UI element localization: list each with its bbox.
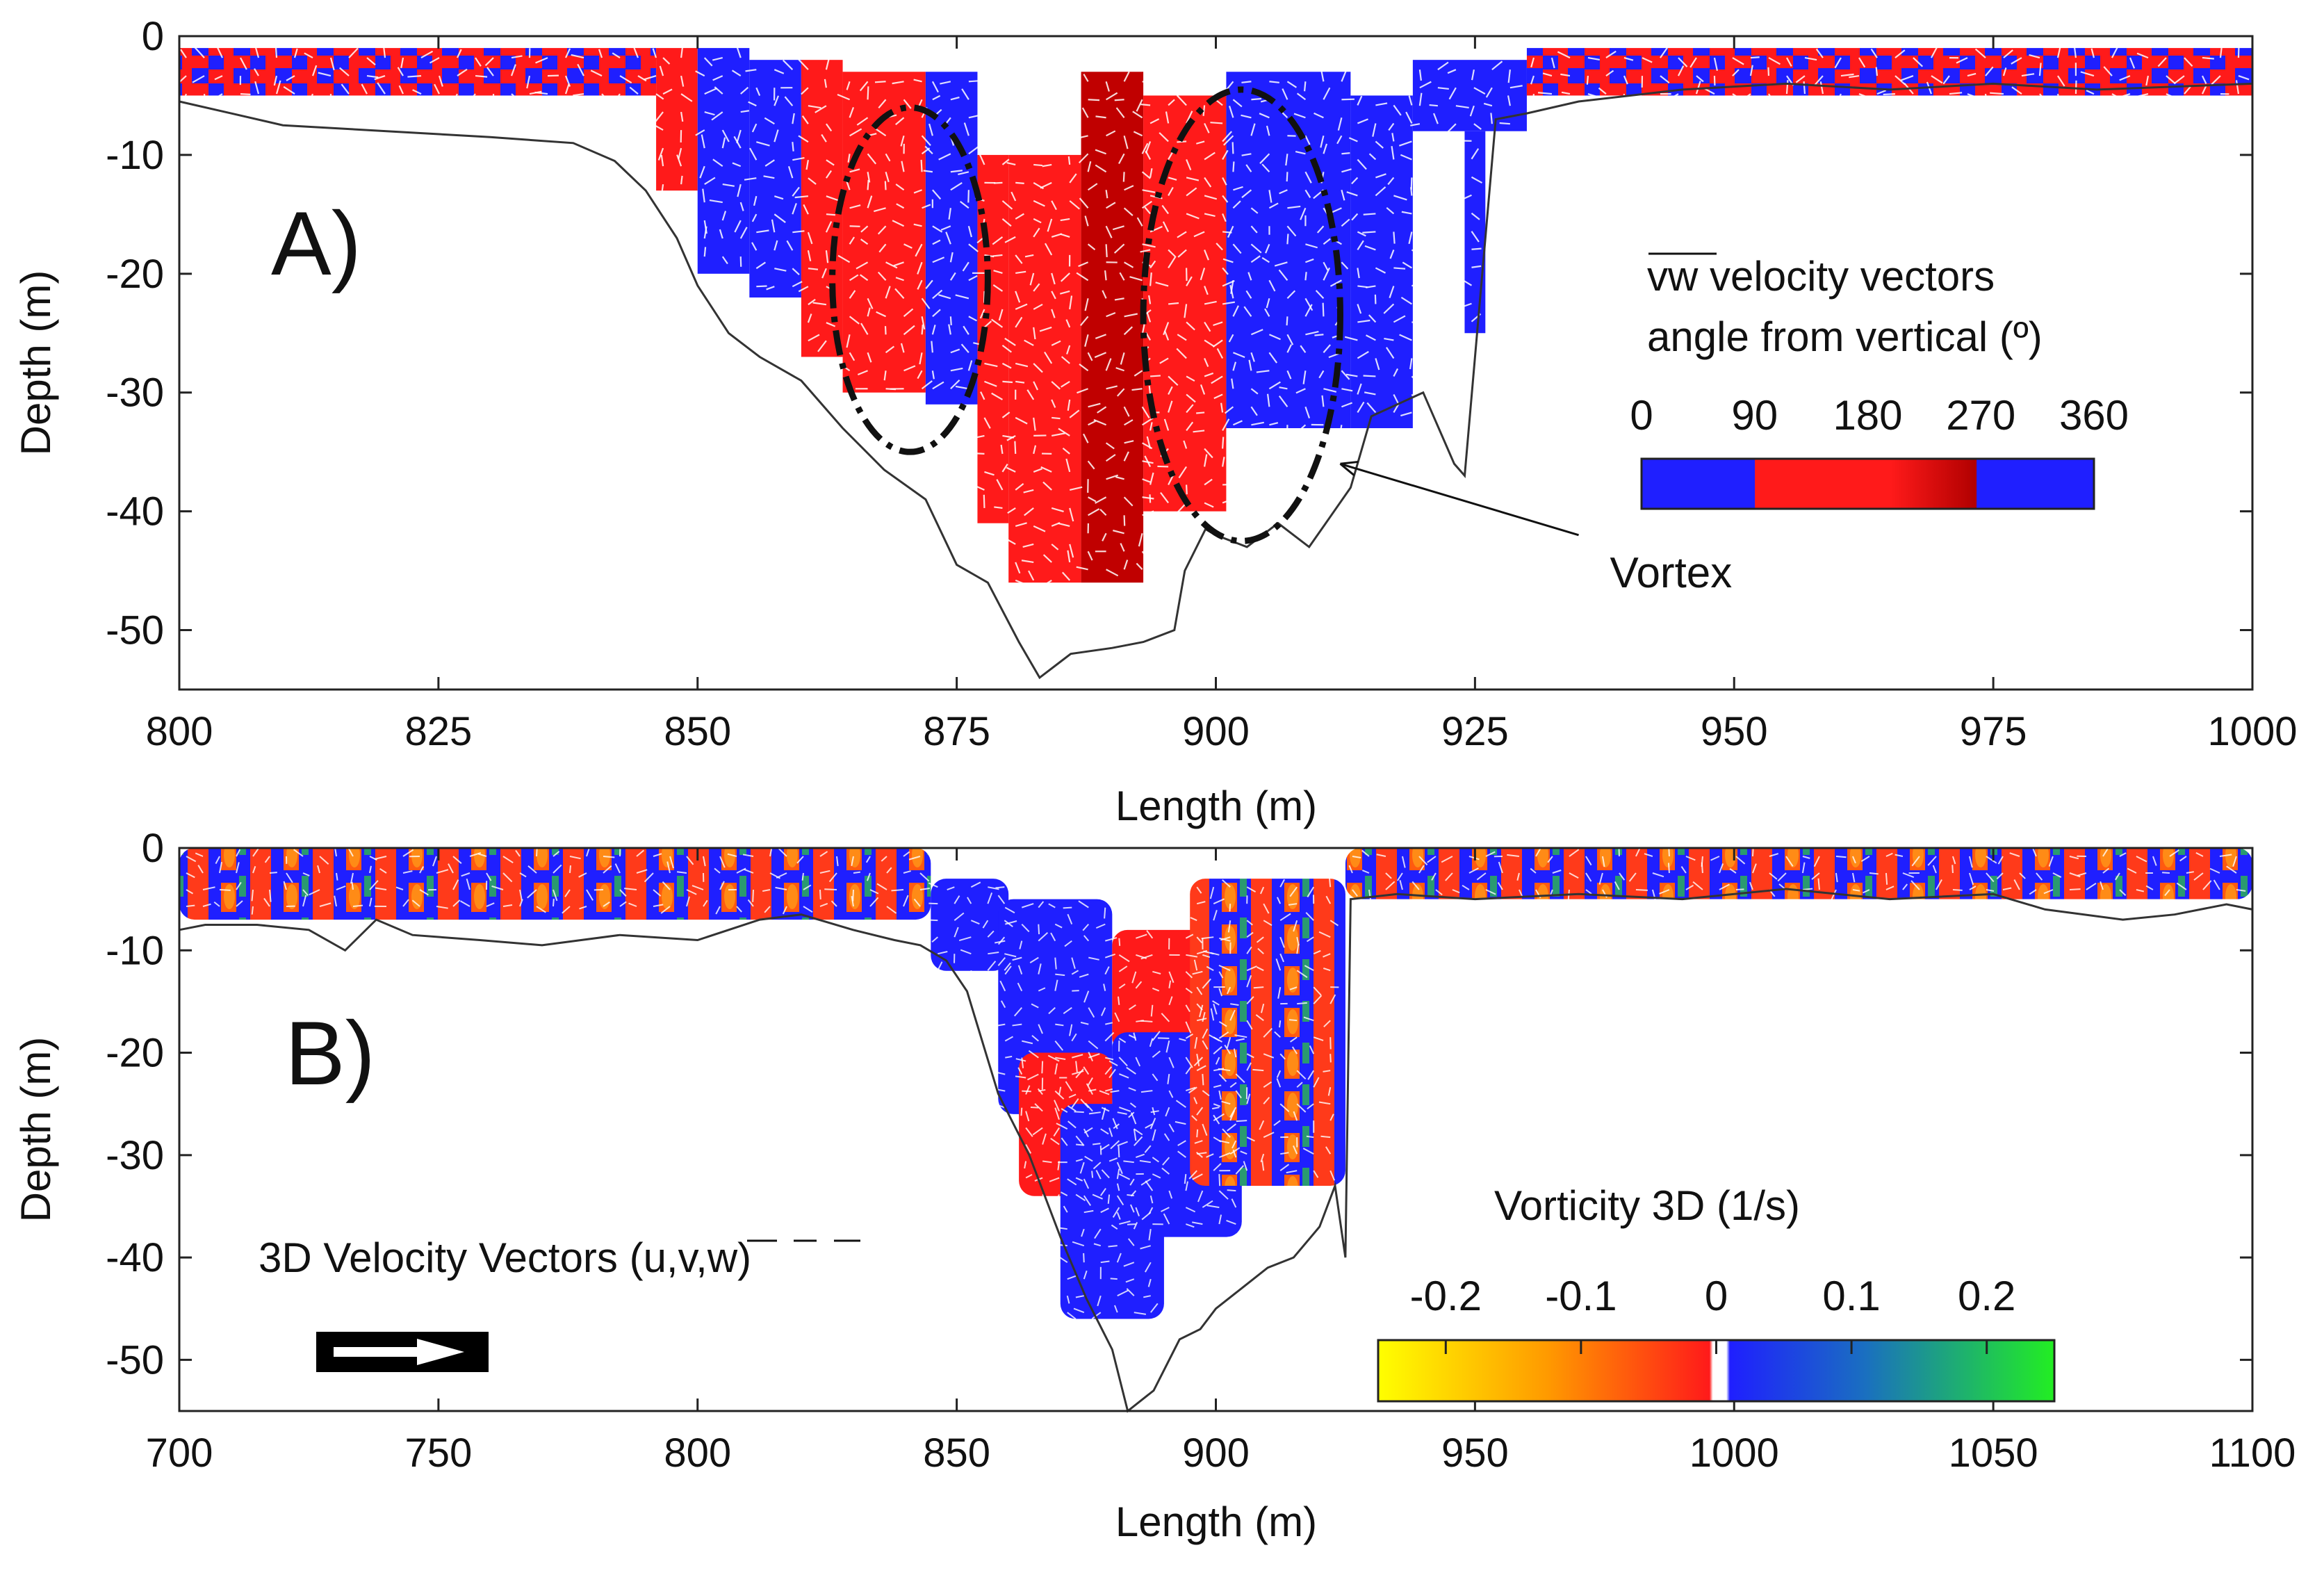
angle-patch [1008, 154, 1081, 583]
colorbar-a-tick-labels: 0 90 180 270 360 [1630, 392, 2129, 439]
b-y-tick-label: -30 [106, 1133, 164, 1178]
colorbar-b-tick-label: 0 [1705, 1273, 1728, 1319]
vorticity-patch [179, 848, 931, 920]
panel-a-angle-patches [179, 48, 2252, 583]
b-x-tick-label: 850 [923, 1430, 990, 1476]
colorbar-a-tick-label: 360 [2059, 392, 2129, 439]
b-x-tick-label: 700 [146, 1430, 213, 1476]
angle-patch [1412, 60, 1527, 131]
panel-b-colorbar: Vorticity 3D (1/s) -0.2 -0.1 0 0.1 0.2 [1377, 1182, 2056, 1403]
a-y-tick-label: -20 [106, 252, 164, 297]
angle-patch [656, 48, 698, 191]
reference-arrow-icon [316, 1332, 489, 1372]
vortex-ellipse [829, 104, 991, 455]
colorbar-b-tick-label: 0.1 [1822, 1273, 1880, 1319]
b-y-tick-label: -20 [106, 1031, 164, 1076]
b-y-tick-label: -40 [106, 1235, 164, 1280]
panel-b-y-label: Depth (m) [13, 1037, 59, 1223]
panel-b-vector-field [186, 848, 2246, 1320]
colorbar-b-title: Vorticity 3D (1/s) [1494, 1182, 1800, 1229]
colorbar-a-title-line1: vw velocity vectors [1647, 253, 1995, 300]
a-x-tick-label: 1000 [2207, 709, 2297, 754]
colorbar-b-tick-label: 0.2 [1958, 1273, 2015, 1319]
a-x-tick-label: 900 [1182, 709, 1250, 754]
colorbar-a-bar [1640, 457, 2095, 510]
angle-patch [842, 72, 926, 393]
a-y-tick-label: -10 [106, 133, 164, 178]
angle-patch [697, 48, 750, 274]
panel-a-y-ticks: 0 -10 -20 -30 -40 -50 [106, 14, 2252, 653]
b-x-tick-label: 750 [404, 1430, 472, 1476]
panel-a-label: A) [271, 193, 361, 294]
panel-a-vector-field [179, 44, 2250, 589]
colorbar-a-tick-label: 0 [1630, 392, 1653, 439]
b-x-tick-label: 950 [1441, 1430, 1509, 1476]
angle-patch [1226, 72, 1351, 429]
b-x-tick-label: 1050 [1949, 1430, 2038, 1476]
b-y-tick-label: -50 [106, 1337, 164, 1383]
a-x-tick-label: 800 [146, 709, 213, 754]
vorticity-patch [931, 879, 1009, 971]
angle-patch [1081, 72, 1144, 583]
panel-a-x-ticks: 800 825 850 875 900 925 950 975 1000 [146, 36, 2298, 754]
panel-b-label: B) [285, 1002, 375, 1104]
colorbar-b-tick-label: -0.1 [1545, 1273, 1617, 1319]
a-x-tick-label: 925 [1441, 709, 1509, 754]
panel-a-y-label: Depth (m) [13, 270, 59, 456]
angle-patch [1350, 95, 1413, 429]
a-x-tick-label: 875 [923, 709, 990, 754]
b-x-tick-label: 1000 [1689, 1430, 1779, 1476]
colorbar-b-tick-labels: -0.2 -0.1 0 0.1 0.2 [1410, 1273, 2016, 1319]
angle-patch [749, 60, 801, 297]
colorbar-a-tick-label: 180 [1833, 392, 1902, 439]
a-y-tick-label: -30 [106, 370, 164, 416]
colorbar-b-tick-label: -0.2 [1410, 1273, 1482, 1319]
a-y-tick-label: -40 [106, 489, 164, 535]
angle-patch [1464, 131, 1486, 334]
a-y-tick-label: 0 [142, 14, 164, 59]
panel-b-legend: 3D Velocity Vectors (u,v,w) [259, 1234, 860, 1372]
b-x-tick-label: 800 [664, 1430, 731, 1476]
panel-b-y-ticks: 0 -10 -20 -30 -40 -50 [106, 826, 2252, 1383]
colorbar-a-tick-label: 270 [1946, 392, 2015, 439]
a-y-tick-label: -50 [106, 608, 164, 653]
angle-patch [179, 48, 657, 96]
a-x-tick-label: 975 [1960, 709, 2027, 754]
angle-patch [1143, 95, 1227, 512]
panel-b-x-label: Length (m) [1115, 1499, 1317, 1545]
panel-a-annotations: Vortex [829, 86, 1733, 597]
b-y-tick-label: -10 [106, 928, 164, 973]
a-x-tick-label: 825 [404, 709, 472, 754]
b-x-tick-label: 1100 [2209, 1430, 2296, 1476]
a-x-tick-label: 850 [664, 709, 731, 754]
b-y-tick-label: 0 [142, 826, 164, 871]
vorticity-patch [1345, 848, 2252, 899]
a-x-tick-label: 950 [1701, 709, 1768, 754]
colorbar-a-tick-label: 90 [1731, 392, 1778, 439]
b-x-tick-label: 900 [1182, 1430, 1250, 1476]
panel-b-x-ticks: 700 750 800 850 900 950 1000 1050 1100 [146, 848, 2296, 1476]
panel-a-colorbar: vw velocity vectors angle from vertical … [1630, 252, 2129, 510]
panel-a-x-label: Length (m) [1115, 783, 1317, 829]
panel-a: Vortex 800 825 850 875 900 925 950 975 1000 0-10… [13, 14, 2298, 829]
colorbar-b-bar [1377, 1339, 2056, 1403]
vortex-label: Vortex [1610, 549, 1733, 597]
vortex-ellipse [1140, 86, 1343, 544]
colorbar-a-title-line2: angle from vertical (º) [1647, 313, 2043, 360]
angle-patch [925, 72, 978, 405]
colorbar-b-ticks [1444, 1340, 1988, 1354]
panel-a-bed-profile [179, 82, 2253, 680]
panel-b: 700 750 800 850 900 950 1000 1050 1100 0 -10 -20 -3… [13, 826, 2296, 1545]
legend-velocity-text: 3D Velocity Vectors (u,v,w) [259, 1234, 751, 1281]
